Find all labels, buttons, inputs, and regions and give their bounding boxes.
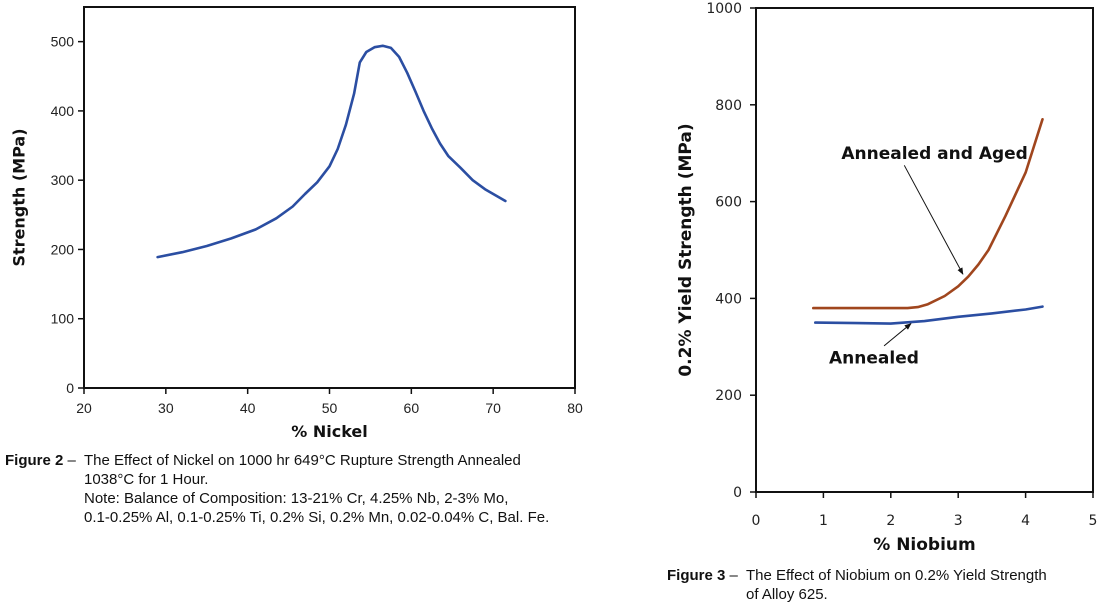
y-tick-label: 0 <box>66 380 74 396</box>
y-tick-label: 800 <box>715 98 742 114</box>
annotation-arrow <box>883 323 912 347</box>
x-tick-label: 40 <box>240 400 256 416</box>
y-tick-label: 500 <box>51 34 75 50</box>
caption-line: 1038°C for 1 Hour. <box>84 471 209 488</box>
y-tick-label: 200 <box>51 241 75 257</box>
series-line-annealed-and-aged <box>812 118 1044 310</box>
y-axis-label: Strength (MPa) <box>10 128 29 266</box>
series-line-annealed <box>814 305 1044 325</box>
x-tick-label: 4 <box>1021 513 1030 529</box>
y-tick-label: 100 <box>51 311 75 327</box>
figure-2-dash: – <box>63 452 76 469</box>
annotation-arrow <box>903 165 964 275</box>
figure-2-caption: Figure 2 – <box>5 451 76 470</box>
figure-3-dash: – <box>725 567 738 584</box>
x-tick-label: 2 <box>886 513 895 529</box>
x-tick-label: 5 <box>1089 513 1098 529</box>
y-tick-label: 300 <box>51 172 75 188</box>
annotation-label: Annealed and Aged <box>841 144 1028 164</box>
x-axis-label: % Nickel <box>291 422 368 441</box>
y-tick-label: 1000 <box>706 1 742 17</box>
caption-line: Note: Balance of Composition: 13-21% Cr,… <box>84 490 509 507</box>
figure-3-caption-text: The Effect of Niobium on 0.2% Yield Stre… <box>746 566 1047 604</box>
x-tick-label: 70 <box>485 400 501 416</box>
x-tick-label: 60 <box>404 400 420 416</box>
figure-3-caption: Figure 3 – <box>667 566 738 585</box>
series-line-0 <box>156 44 507 259</box>
caption-line: 0.1-0.25% Al, 0.1-0.25% Ti, 0.2% Si, 0.2… <box>84 509 550 526</box>
x-tick-label: 30 <box>158 400 174 416</box>
y-tick-label: 400 <box>51 103 75 119</box>
figure-2-label: Figure 2 <box>5 452 64 469</box>
figure-3-label: Figure 3 <box>667 567 726 584</box>
x-tick-label: 80 <box>567 400 583 416</box>
x-tick-label: 1 <box>819 513 828 529</box>
figure-2-caption-text: The Effect of Nickel on 1000 hr 649°C Ru… <box>84 451 549 527</box>
y-tick-label: 400 <box>715 291 742 307</box>
plot-frame <box>755 7 1094 493</box>
y-tick-label: 0 <box>733 485 742 501</box>
x-tick-label: 50 <box>322 400 338 416</box>
y-axis-label: 0.2% Yield Strength (MPa) <box>676 123 696 376</box>
x-tick-label: 0 <box>752 513 761 529</box>
y-tick-label: 200 <box>715 388 742 404</box>
x-axis-label: % Niobium <box>873 535 976 555</box>
x-tick-label: 20 <box>76 400 92 416</box>
annotation-label: Annealed <box>829 349 919 369</box>
caption-line: The Effect of Nickel on 1000 hr 649°C Ru… <box>84 452 521 469</box>
x-tick-label: 3 <box>954 513 963 529</box>
caption-line: The Effect of Niobium on 0.2% Yield Stre… <box>746 567 1047 584</box>
caption-line: of Alloy 625. <box>746 586 828 603</box>
y-tick-label: 600 <box>715 195 742 211</box>
